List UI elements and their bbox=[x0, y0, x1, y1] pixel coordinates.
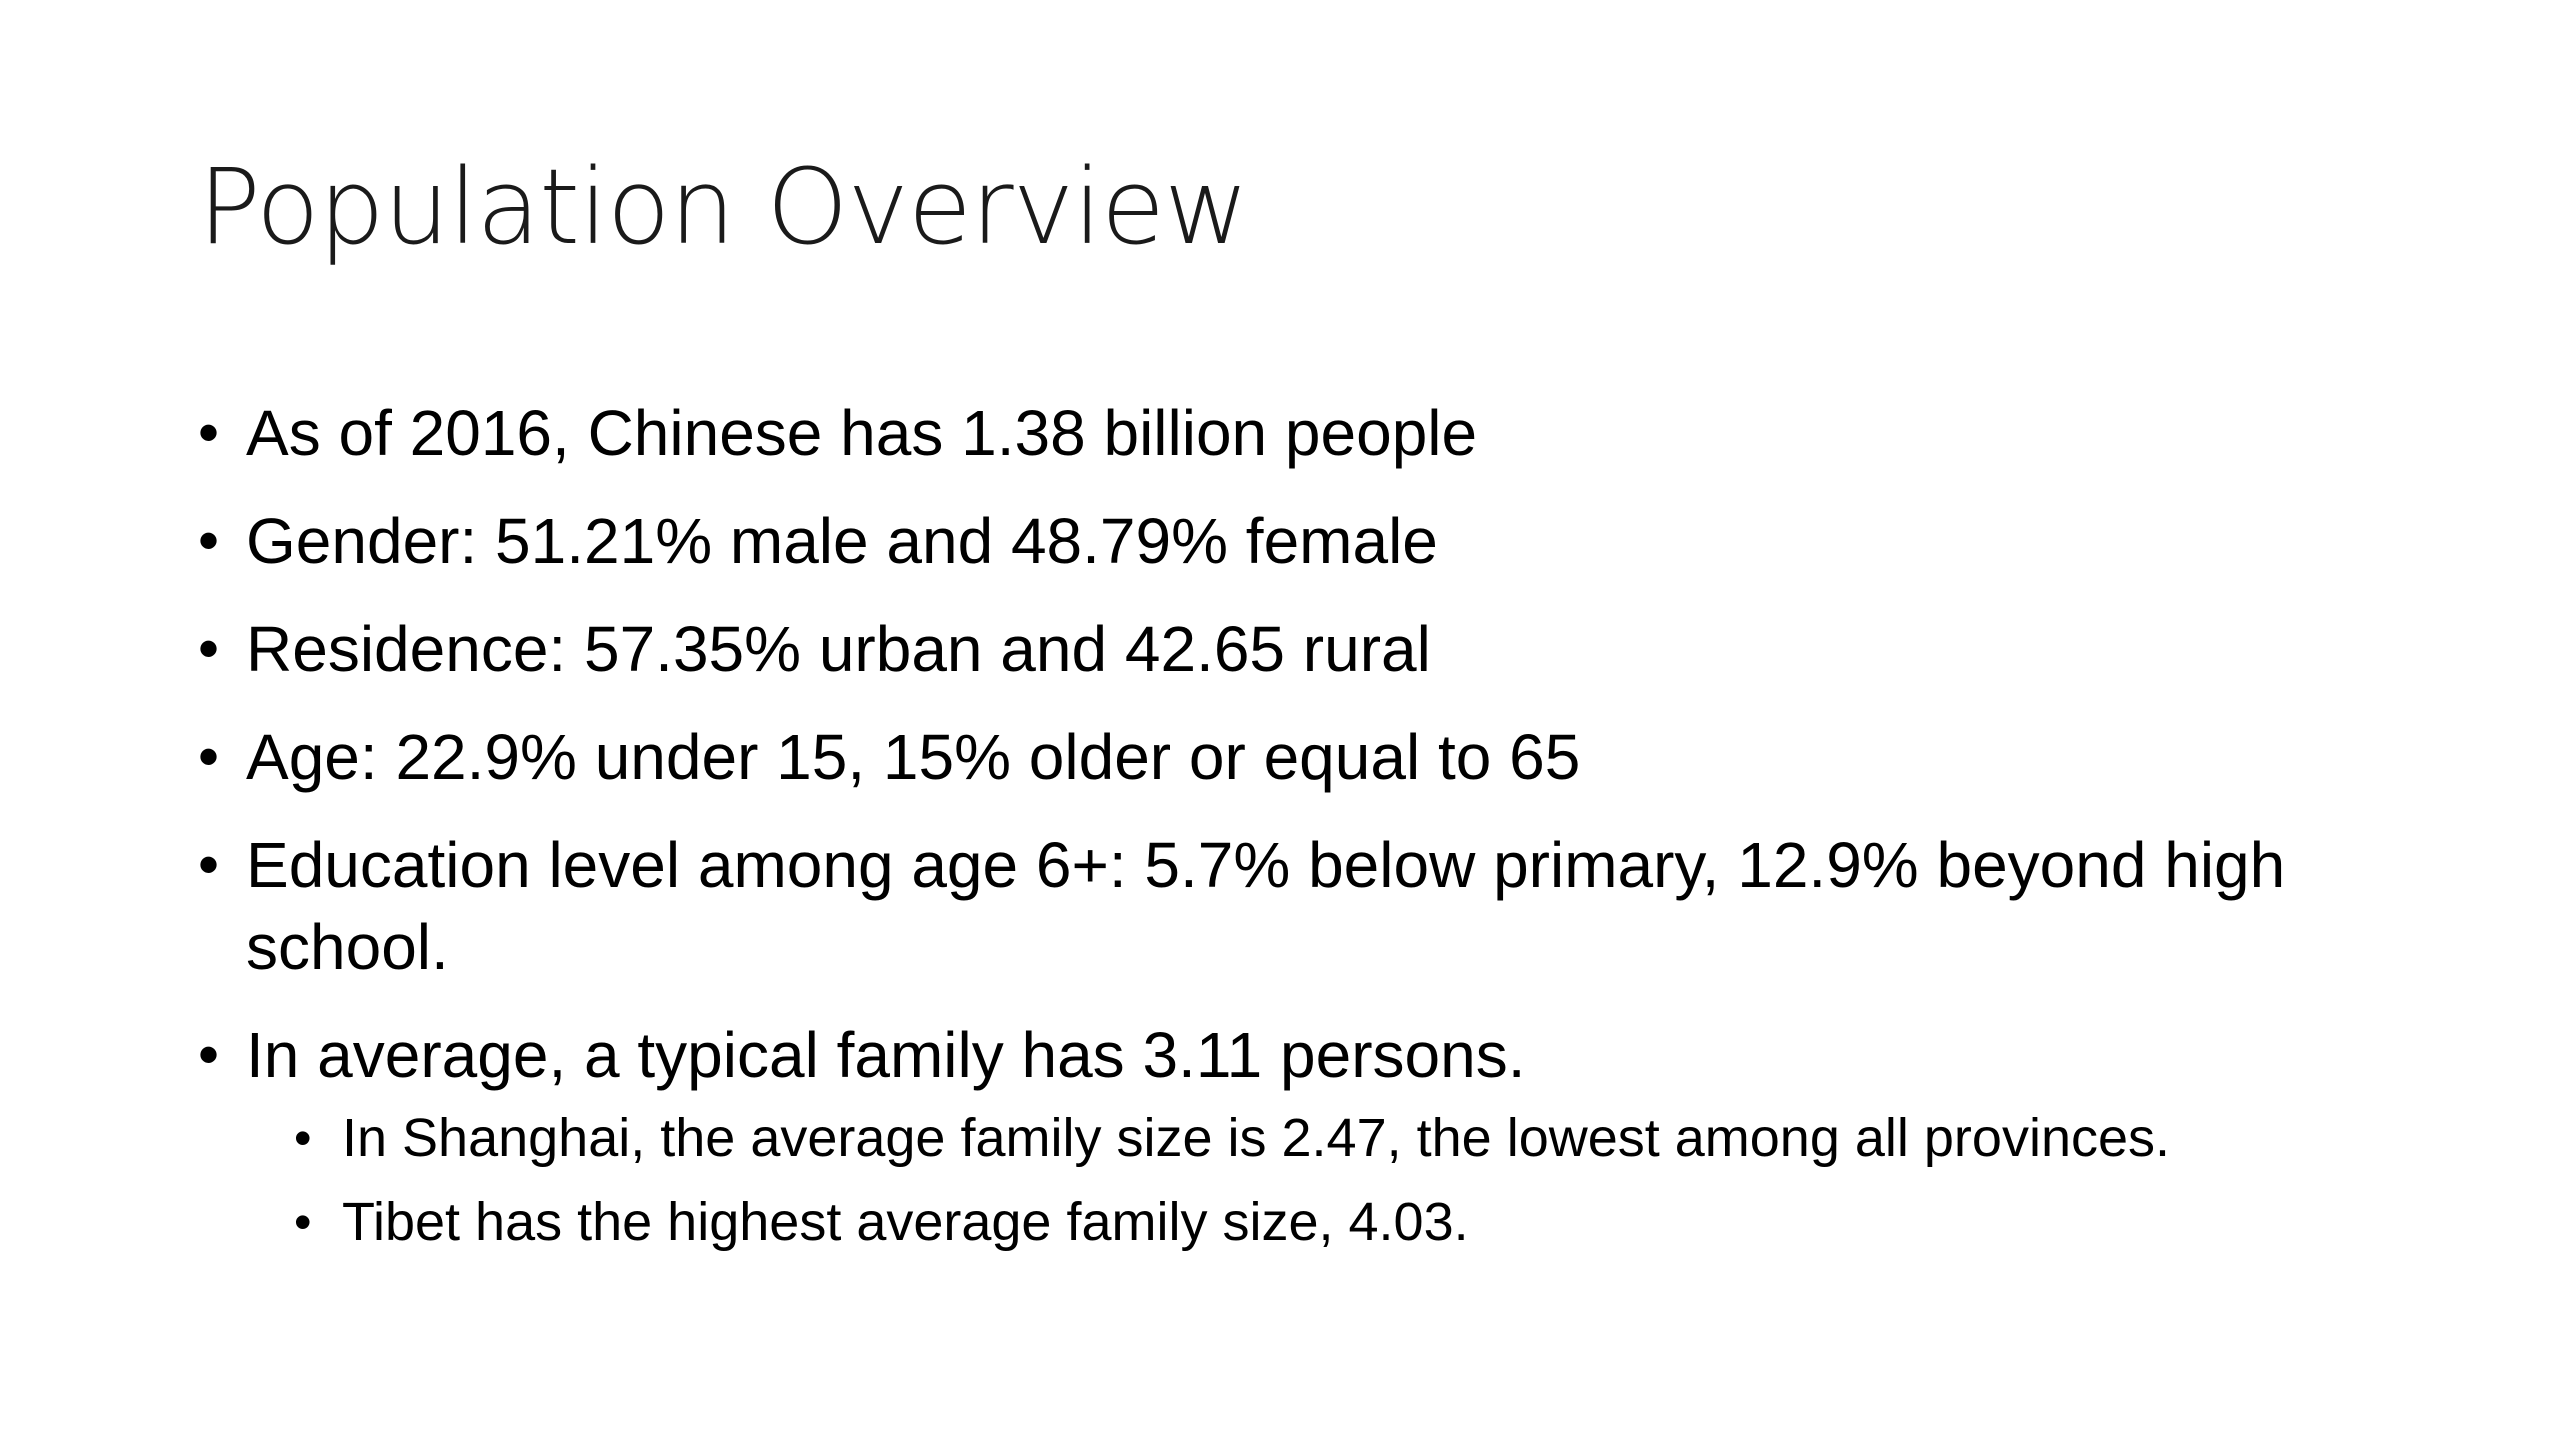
sub-bullet-shanghai: In Shanghai, the average family size is … bbox=[294, 1102, 2398, 1174]
bullet-family: In average, a typical family has 3.11 pe… bbox=[198, 1014, 2398, 1258]
slide-title: Population Overview bbox=[198, 146, 1249, 268]
sub-bullet-tibet: Tibet has the highest average family siz… bbox=[294, 1186, 2398, 1258]
bullet-gender: Gender: 51.21% male and 48.79% female bbox=[198, 500, 2398, 582]
bullet-list: As of 2016, Chinese has 1.38 billion peo… bbox=[198, 392, 2398, 1284]
bullet-age: Age: 22.9% under 15, 15% older or equal … bbox=[198, 716, 2398, 798]
bullet-family-text: In average, a typical family has 3.11 pe… bbox=[246, 1019, 1526, 1091]
bullet-education: Education level among age 6+: 5.7% below… bbox=[198, 824, 2406, 988]
bullet-population: As of 2016, Chinese has 1.38 billion peo… bbox=[198, 392, 2398, 474]
bullet-residence: Residence: 57.35% urban and 42.65 rural bbox=[198, 608, 2398, 690]
sub-bullet-list: In Shanghai, the average family size is … bbox=[246, 1102, 2398, 1258]
